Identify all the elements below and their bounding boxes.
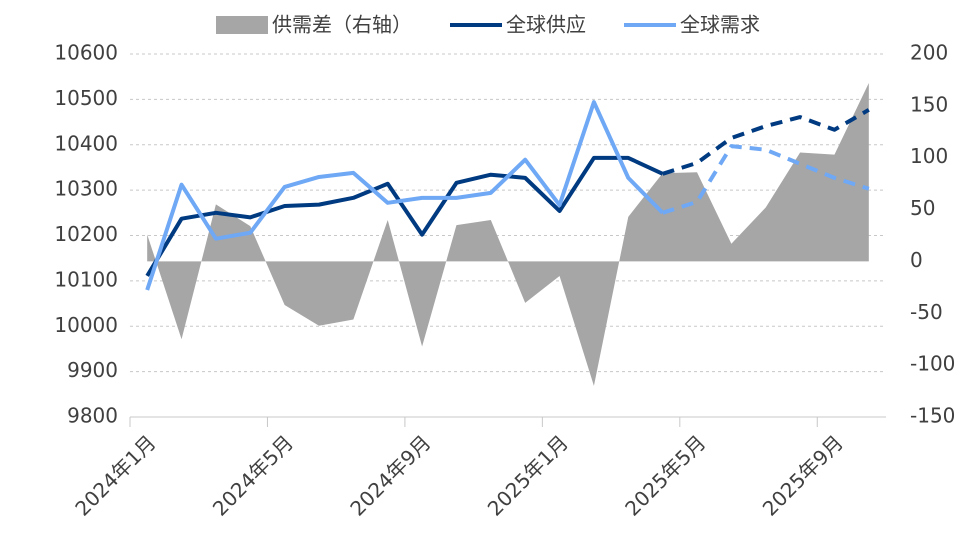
y-tick-label: 10100 [54,267,118,291]
gap-area [147,83,869,386]
y-tick-label: 10000 [54,313,118,337]
y-tick-label: 9900 [67,358,118,382]
x-tick-label: 2025年9月 [758,430,848,520]
y2-tick-label: 150 [910,92,948,116]
y2-tick-label: 50 [910,196,935,220]
forecast-line [662,108,870,176]
legend-label: 全球供应 [506,13,586,37]
legend-label: 供需差（右轴） [272,13,412,37]
y2-tick-label: -150 [910,404,955,428]
x-tick-label: 2024年5月 [208,430,298,520]
line [145,100,665,291]
legend-label: 全球需求 [680,13,760,37]
y-tick-label: 10400 [54,131,118,155]
x-tick-label: 2024年1月 [70,430,160,520]
y-tick-label: 10200 [54,222,118,246]
x-tick-label: 2025年1月 [483,430,573,520]
y2-tick-label: 0 [910,248,923,272]
line [145,155,664,277]
legend-swatch [216,16,268,34]
y-tick-label: 9800 [67,404,118,428]
y2-tick-label: -50 [910,300,943,324]
x-tick-label: 2024年9月 [345,430,435,520]
x-tick-label: 2025年5月 [620,430,710,520]
y2-tick-label: -100 [910,352,955,376]
y2-tick-label: 100 [910,144,948,168]
y-tick-label: 10300 [54,177,118,201]
y-tick-label: 10500 [54,86,118,110]
y2-tick-label: 200 [910,41,948,65]
y-tick-label: 10600 [54,41,118,65]
forecast-line [662,144,870,215]
